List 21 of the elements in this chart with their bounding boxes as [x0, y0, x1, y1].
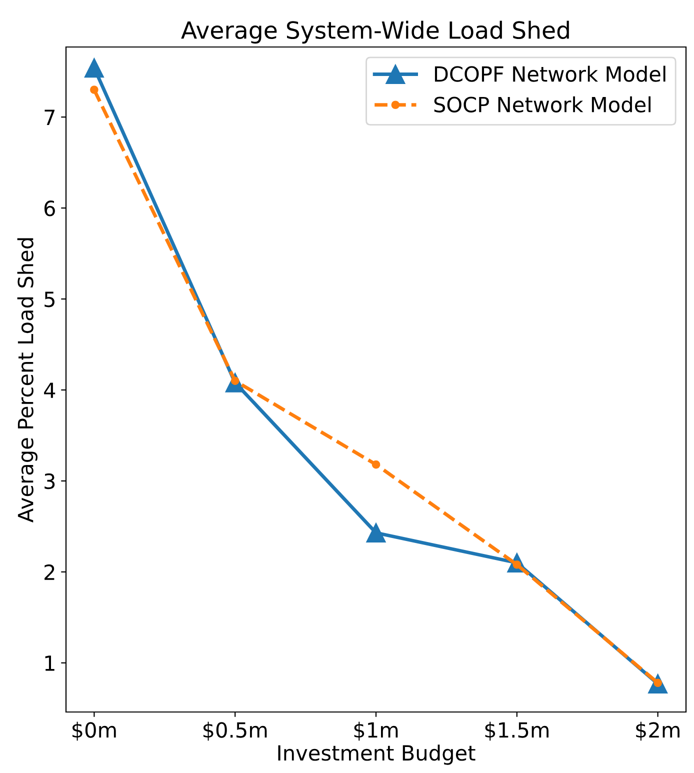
y-tick-label: 2 [44, 564, 54, 580]
x-tick-label: $1m [354, 722, 398, 741]
x-axis-title: Investment Budget [278, 744, 476, 765]
y-tick-label: 5 [44, 292, 54, 308]
point [366, 523, 386, 543]
legend-label: SOCP Network Model [434, 96, 650, 112]
point [372, 460, 380, 469]
y-tick-label: 3 [44, 473, 55, 490]
y-tick-label: 7 [44, 110, 54, 125]
point [84, 58, 104, 78]
x-tick-label: $0m [72, 722, 116, 741]
legend-label: DCOPF Network Model [434, 66, 666, 82]
y-tick-label: 4 [44, 382, 56, 398]
chart-title: Average System-Wide Load Shed [181, 20, 569, 44]
y-tick-label: 6 [44, 200, 55, 216]
y-axis-title: Average Percent Load Shed [17, 238, 38, 522]
x-tick-label: $2m [636, 722, 680, 741]
point [90, 86, 98, 94]
y-tick-label: 1 [45, 656, 54, 671]
x-tick-label: $0.5m [203, 722, 267, 741]
x-tick-label: $1.5m [485, 722, 548, 741]
